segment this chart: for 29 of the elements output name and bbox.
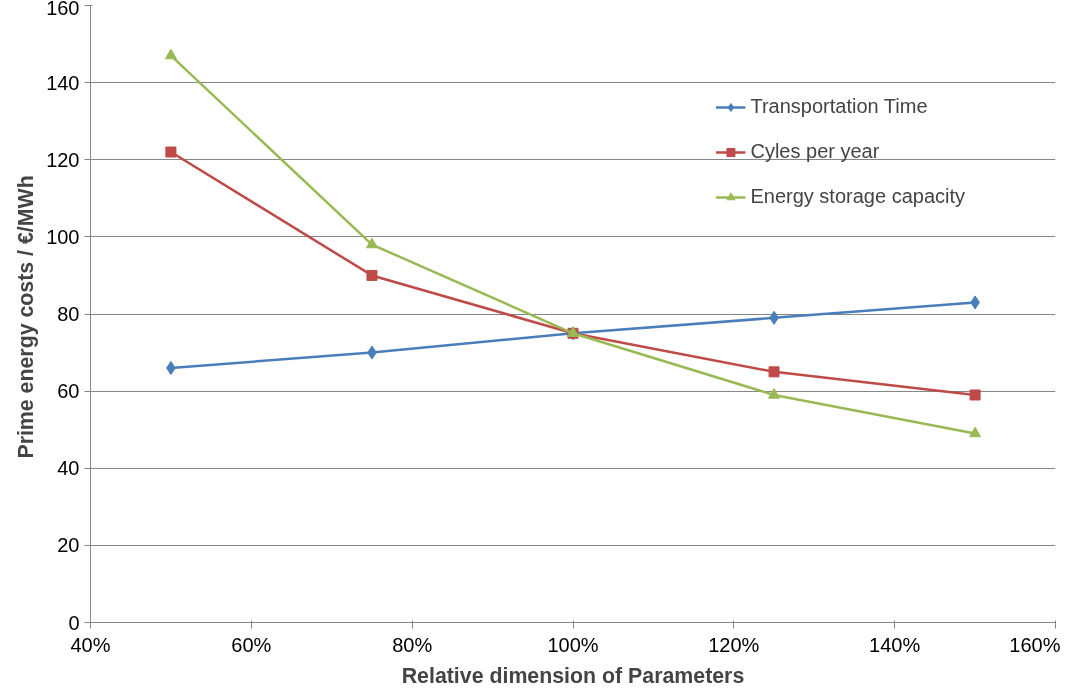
x-tick-label: 80% <box>392 633 433 656</box>
point <box>969 389 981 401</box>
legend-label: Transportation Time <box>750 95 928 118</box>
legend-label: Cyles per year <box>750 140 880 163</box>
x-tick-label: 140% <box>869 633 921 656</box>
y-tick-label: 20 <box>57 534 80 557</box>
point <box>165 146 177 158</box>
y-tick-label: 160 <box>46 0 80 19</box>
x-tick-label: 40% <box>70 633 111 656</box>
point <box>366 269 378 281</box>
y-tick-label: 120 <box>46 148 80 171</box>
point <box>768 388 781 399</box>
x-tick-label: 60% <box>231 633 272 656</box>
y-tick-label: 100 <box>46 225 80 248</box>
point <box>969 426 982 438</box>
y-tick-label: 80 <box>57 303 80 325</box>
point <box>164 48 177 60</box>
x-tick-label: 160% <box>1009 633 1061 656</box>
y-tick-label: 40 <box>57 457 80 480</box>
y-axis-title: Prime energy costs / €/MWh <box>14 175 39 459</box>
legend-label: Energy storage capacity <box>750 185 965 208</box>
point <box>768 366 780 378</box>
y-tick-label: 60 <box>57 380 80 403</box>
x-axis-title: Relative dimension of Parameters <box>401 663 745 688</box>
x-tick-label: 100% <box>547 633 599 656</box>
point <box>365 237 378 249</box>
x-tick-label: 120% <box>708 633 760 656</box>
y-tick-label: 140 <box>46 71 80 94</box>
y-tick-label: 0 <box>68 611 80 634</box>
